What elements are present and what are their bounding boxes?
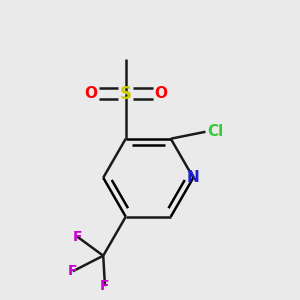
Text: Cl: Cl — [207, 124, 224, 139]
Text: O: O — [85, 86, 98, 101]
Text: F: F — [73, 230, 82, 244]
Text: N: N — [187, 170, 200, 185]
Text: F: F — [68, 264, 77, 278]
Text: F: F — [100, 279, 110, 293]
Text: O: O — [154, 86, 167, 101]
Text: S: S — [120, 85, 132, 103]
